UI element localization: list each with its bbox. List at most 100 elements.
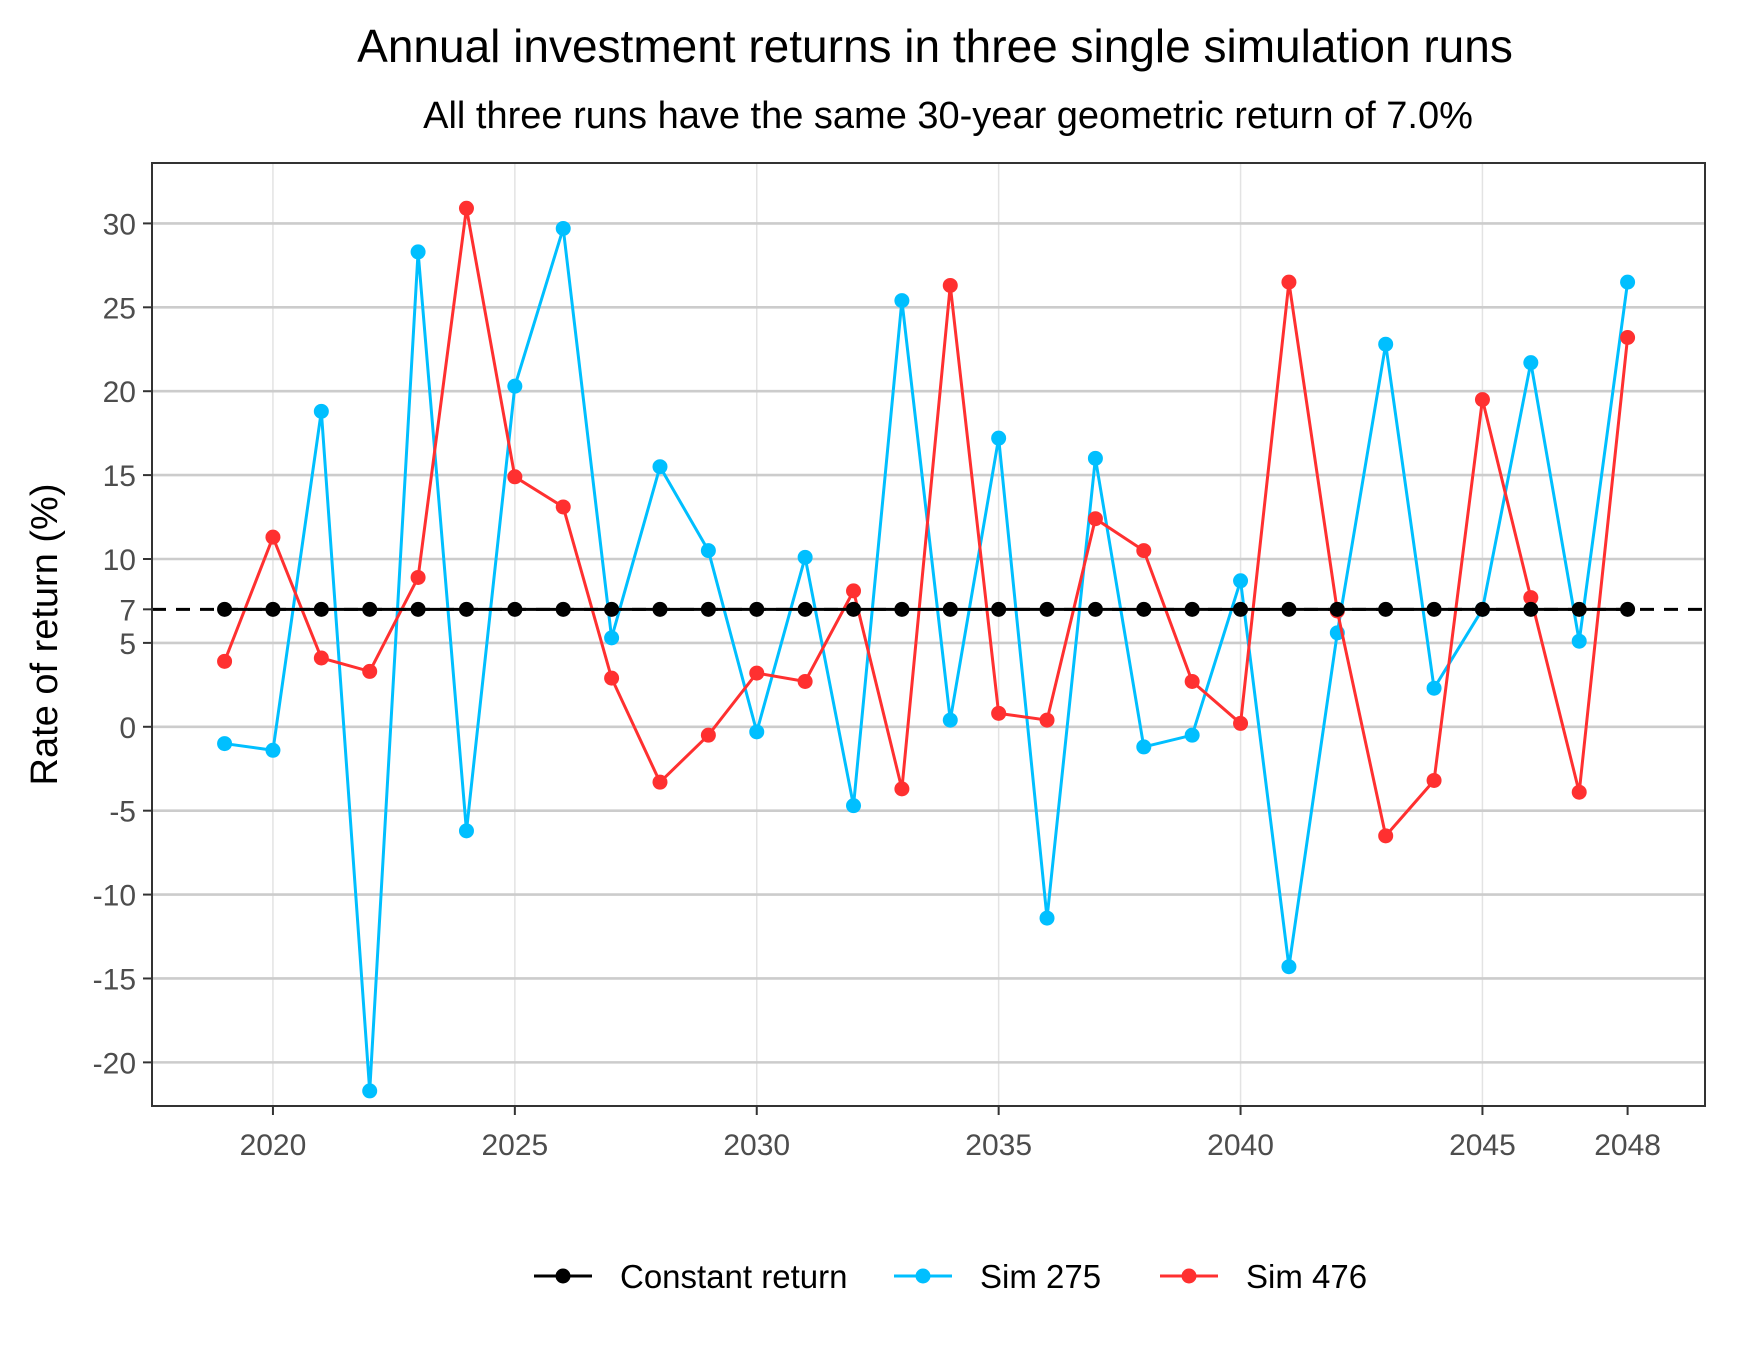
plot-panel-border	[151, 162, 1706, 1107]
data-point	[1523, 355, 1539, 371]
data-point	[1571, 784, 1587, 800]
series-sim-275	[217, 220, 1636, 1099]
data-point	[1136, 543, 1152, 559]
x-tick-label: 2035	[965, 1129, 1032, 1162]
data-point	[217, 653, 233, 669]
data-point	[700, 601, 716, 617]
data-point	[1571, 601, 1587, 617]
series-line	[224, 227, 1630, 1092]
data-point	[458, 200, 474, 216]
data-point	[265, 601, 281, 617]
y-tick-label: -15	[93, 963, 136, 996]
data-point	[1136, 601, 1152, 617]
data-point	[1233, 601, 1249, 617]
data-point	[846, 601, 862, 617]
legend-item: Sim 275	[894, 1258, 1101, 1295]
data-point	[1039, 601, 1055, 617]
data-point	[555, 499, 571, 515]
legend-label: Sim 476	[1246, 1258, 1367, 1295]
data-point	[1329, 601, 1345, 617]
y-tick-label: 20	[103, 376, 136, 409]
data-point	[1087, 601, 1103, 617]
legend-key-point	[1181, 1268, 1197, 1284]
y-tick-label: 0	[119, 712, 136, 745]
data-point	[1426, 601, 1442, 617]
data-point	[1281, 274, 1297, 290]
y-axis-label: Rate of return (%)	[24, 484, 66, 786]
data-point	[749, 665, 765, 681]
y-tick-label: 5	[119, 628, 136, 661]
data-point	[217, 736, 233, 752]
data-point	[458, 823, 474, 839]
series-sim-476	[217, 200, 1636, 844]
x-tick-label: 2040	[1207, 1129, 1274, 1162]
data-point	[797, 549, 813, 565]
gridlines	[152, 163, 1705, 1106]
data-point	[1281, 959, 1297, 975]
legend-item: Constant return	[534, 1258, 847, 1295]
data-point	[265, 529, 281, 545]
data-point	[1620, 330, 1636, 346]
data-point	[217, 601, 233, 617]
axes: 30 25 20 15 10 75 0 -5 -10 -15 -20 2020 2025 2030 2035…	[93, 208, 1661, 1162]
data-point	[1087, 511, 1103, 527]
data-point	[749, 601, 765, 617]
x-tick-label: 2020	[240, 1129, 307, 1162]
x-tick-label: 2045	[1449, 1129, 1516, 1162]
data-point	[410, 569, 426, 585]
data-point	[652, 459, 668, 475]
data-point	[1281, 601, 1297, 617]
data-point	[604, 630, 620, 646]
chart-title: Annual investment returns in three singl…	[357, 20, 1513, 72]
data-point	[1523, 590, 1539, 606]
series-layer	[217, 200, 1636, 1099]
data-point	[942, 601, 958, 617]
y-tick-label: -10	[93, 880, 136, 913]
data-point	[700, 727, 716, 743]
y-tick-label: 7	[119, 594, 136, 627]
data-point	[1620, 274, 1636, 290]
data-point	[555, 601, 571, 617]
data-point	[458, 601, 474, 617]
data-point	[1426, 680, 1442, 696]
data-point	[894, 293, 910, 309]
y-tick-label: 30	[103, 208, 136, 241]
data-point	[1474, 392, 1490, 408]
data-point	[1233, 715, 1249, 731]
data-point	[265, 742, 281, 758]
data-point	[410, 244, 426, 260]
data-point	[846, 583, 862, 599]
data-point	[1378, 601, 1394, 617]
legend-key-point	[915, 1268, 931, 1284]
legend-item: Sim 476	[1160, 1258, 1367, 1295]
data-point	[1378, 828, 1394, 844]
data-point	[1087, 450, 1103, 466]
legend-label: Sim 275	[980, 1258, 1101, 1295]
data-point	[604, 601, 620, 617]
data-point	[313, 403, 329, 419]
data-point	[604, 670, 620, 686]
legend: Constant return Sim 275 Sim 476	[534, 1258, 1367, 1295]
data-point	[313, 650, 329, 666]
data-point	[1620, 601, 1636, 617]
data-point	[313, 601, 329, 617]
x-tick-label: 2025	[481, 1129, 548, 1162]
data-point	[1233, 573, 1249, 589]
data-point	[991, 705, 1007, 721]
data-point	[507, 601, 523, 617]
series-constant-return	[217, 601, 1636, 617]
legend-label: Constant return	[620, 1258, 847, 1295]
data-point	[1039, 910, 1055, 926]
data-point	[507, 469, 523, 485]
data-point	[749, 724, 765, 740]
data-point	[1523, 601, 1539, 617]
data-point	[700, 543, 716, 559]
x-tick-label: 2048	[1594, 1129, 1661, 1162]
data-point	[942, 277, 958, 293]
data-point	[991, 601, 1007, 617]
data-point	[410, 601, 426, 617]
data-point	[894, 601, 910, 617]
y-tick-label: -5	[109, 796, 136, 829]
